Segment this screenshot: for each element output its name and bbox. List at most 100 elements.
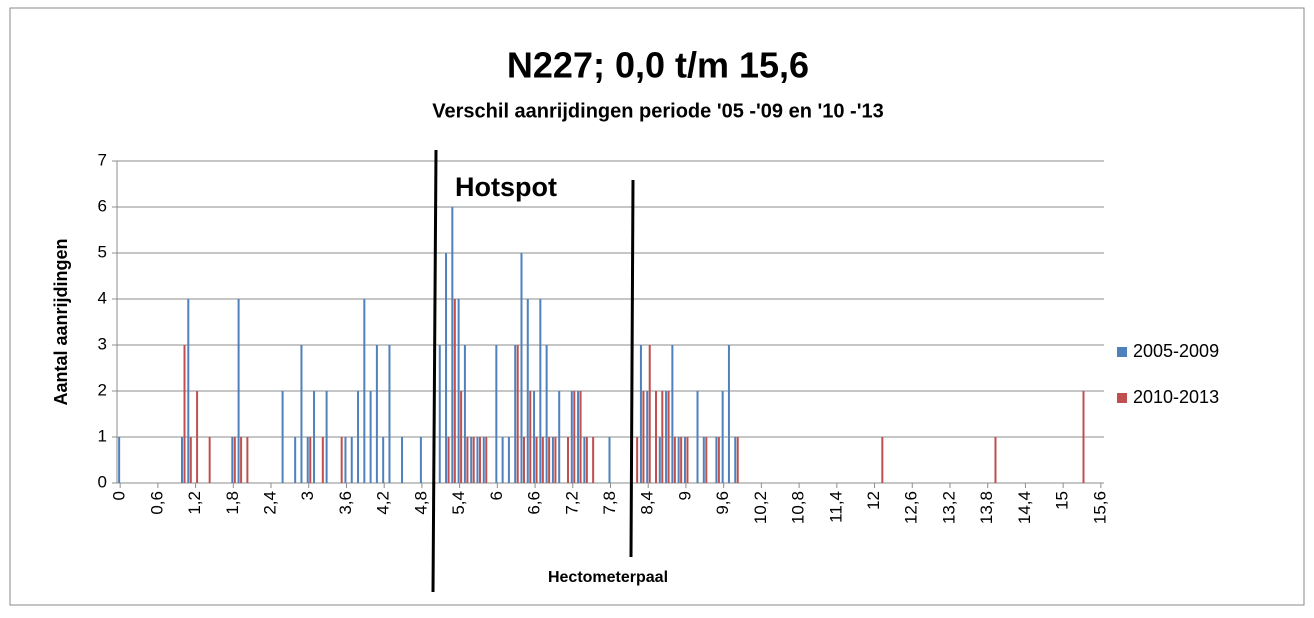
bar <box>357 391 360 483</box>
bar <box>642 391 645 483</box>
bar <box>350 437 353 483</box>
bar <box>321 437 324 483</box>
bar <box>501 437 504 483</box>
chart-subtitle: Verschil aanrijdingen periode '05 -'09 e… <box>432 100 883 122</box>
bar <box>639 345 642 483</box>
bar <box>460 391 463 483</box>
bar <box>382 437 385 483</box>
bar <box>313 391 316 483</box>
bar <box>1082 391 1085 483</box>
x-tick-label: 0,6 <box>147 491 166 515</box>
x-tick-label: 10,8 <box>789 491 808 524</box>
bar <box>648 345 651 483</box>
x-tick-label: 7,2 <box>562 491 581 515</box>
bar <box>520 253 523 483</box>
x-tick-label: 3 <box>298 491 317 500</box>
bar <box>558 391 561 483</box>
x-tick-label: 1,8 <box>223 491 242 515</box>
bar <box>677 437 680 483</box>
x-tick-label: 9 <box>675 491 694 500</box>
bar <box>539 299 542 483</box>
bar <box>344 437 347 483</box>
bar <box>482 437 485 483</box>
legend-label: 2010-2013 <box>1133 387 1219 407</box>
bar <box>463 345 466 483</box>
y-tick-label: 3 <box>98 334 107 353</box>
bar <box>529 391 532 483</box>
x-tick-label: 4,2 <box>374 491 393 515</box>
bar <box>306 437 309 483</box>
annotation: Hotspot <box>455 172 557 202</box>
bar <box>592 437 595 483</box>
bar <box>453 299 456 483</box>
bar <box>583 437 586 483</box>
x-tick-label: 3,6 <box>336 491 355 515</box>
bar <box>721 391 724 483</box>
bar <box>281 391 284 483</box>
y-tick-label: 0 <box>98 472 107 491</box>
bar <box>233 437 236 483</box>
bar <box>608 437 611 483</box>
chart-title: N227; 0,0 t/m 15,6 <box>507 45 809 86</box>
bar <box>388 345 391 483</box>
x-tick-label: 10,2 <box>751 491 770 524</box>
bar <box>554 437 557 483</box>
bar <box>646 391 649 483</box>
bar <box>231 437 234 483</box>
bar <box>470 437 473 483</box>
legend-label: 2005-2009 <box>1133 341 1219 361</box>
bar <box>881 437 884 483</box>
x-tick-label: 12,6 <box>902 491 921 524</box>
x-tick-label: 5,4 <box>449 491 468 515</box>
x-tick-label: 8,4 <box>638 491 657 515</box>
bar <box>566 437 569 483</box>
bar <box>727 345 730 483</box>
x-tick-label: 9,6 <box>713 491 732 515</box>
bar <box>514 345 517 483</box>
bar <box>686 437 689 483</box>
bar <box>579 391 582 483</box>
bar <box>636 437 639 483</box>
bar <box>419 437 422 483</box>
bar <box>673 437 676 483</box>
bar <box>472 437 475 483</box>
x-tick-label: 1,2 <box>185 491 204 515</box>
x-tick-label: 6 <box>487 491 506 500</box>
bar <box>507 437 510 483</box>
bar <box>667 391 670 483</box>
legend-swatch <box>1117 347 1127 357</box>
bar <box>551 437 554 483</box>
bar <box>375 345 378 483</box>
bar <box>309 437 312 483</box>
bar <box>570 391 573 483</box>
x-tick-label: 4,8 <box>411 491 430 515</box>
bar <box>658 437 661 483</box>
legend-swatch <box>1117 393 1127 403</box>
bar <box>577 391 580 483</box>
bar <box>187 299 190 483</box>
bar <box>495 345 498 483</box>
bar <box>541 437 544 483</box>
bar <box>181 437 184 483</box>
bar <box>573 391 576 483</box>
bar <box>208 437 211 483</box>
chart-border <box>9 7 1305 606</box>
x-tick-label: 15,6 <box>1090 491 1109 524</box>
bar <box>363 299 366 483</box>
bar <box>516 345 519 483</box>
bar <box>369 391 372 483</box>
bar <box>189 437 192 483</box>
bar <box>466 437 469 483</box>
x-tick-label: 7,8 <box>600 491 619 515</box>
hotspot-boundary <box>431 149 438 593</box>
bar <box>246 437 249 483</box>
bar <box>545 345 548 483</box>
bar <box>340 437 343 483</box>
bar <box>734 437 737 483</box>
bar <box>655 391 658 483</box>
bar <box>702 437 705 483</box>
x-tick-label: 14,4 <box>1015 491 1034 524</box>
